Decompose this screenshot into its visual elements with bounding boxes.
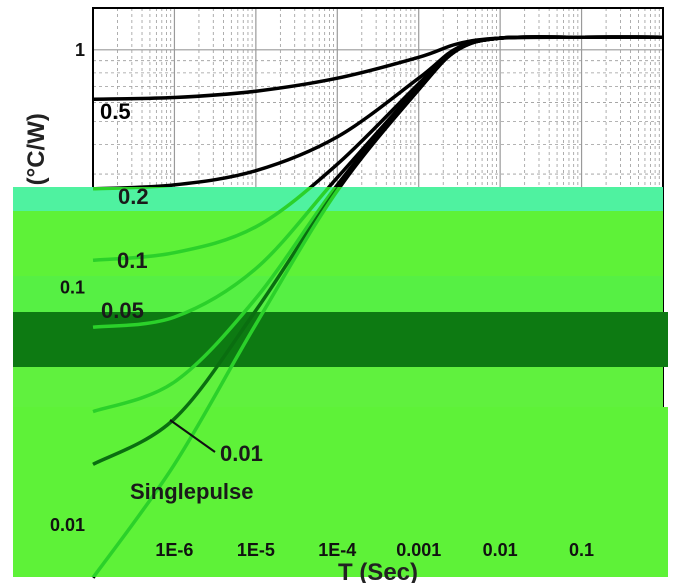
series-line-0-05-overlay <box>92 187 332 329</box>
x-axis-label: T (Sec) <box>338 559 418 583</box>
y-tick-label: 0.1 <box>60 277 85 297</box>
annotation-label: 0.01 <box>220 441 263 466</box>
series-line-0-1-overlay <box>92 187 314 263</box>
x-tick-label: 0.01 <box>483 540 518 560</box>
annotation-leader <box>169 419 216 453</box>
annotation-label: 0.2 <box>118 184 149 209</box>
x-tick-label: 1E-4 <box>318 540 356 560</box>
annotation-label: 0.1 <box>117 248 148 273</box>
series-line-0-02-overlay <box>92 187 338 414</box>
overlay-band-green-3 <box>13 367 663 407</box>
overlay-band-green <box>13 211 663 276</box>
series-line-singlepulse-overlay <box>91 187 343 577</box>
overlay-label-group: 1E-6 1E-5 1E-4 0.001 0.01 0.1 0.01 0.1 1 T (Sec) T… <box>23 40 594 583</box>
overlay-band-green-4 <box>13 407 668 577</box>
overlay-curve-group <box>91 37 663 577</box>
y-tick-label: 0.01 <box>50 515 85 535</box>
overlay-band-dark <box>13 312 668 367</box>
series-line-0-01-overlay <box>92 187 341 466</box>
series-line-0-5-overlay <box>93 37 663 99</box>
y-axis-label-overlay: Thermal Resistance (°C/W) <box>23 113 50 419</box>
annotation-label: Singlepulse <box>130 479 253 504</box>
annotation-label: 0.5 <box>100 99 131 124</box>
x-tick-label: 1E-6 <box>155 540 193 560</box>
series-line-0-2-overlay <box>92 187 171 191</box>
x-tick-label: 0.001 <box>396 540 441 560</box>
y-tick-label: 1 <box>75 40 85 60</box>
annotation-label: 0.05 <box>101 298 144 323</box>
x-tick-label: 0.1 <box>569 540 594 560</box>
x-tick-label: 1E-5 <box>237 540 275 560</box>
